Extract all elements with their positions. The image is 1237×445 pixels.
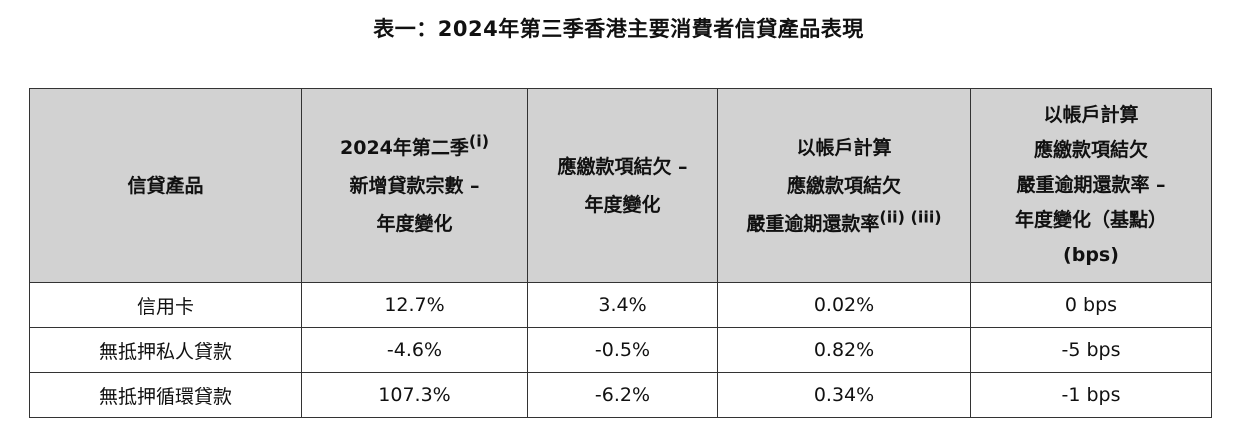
- table-row: 信用卡 12.7% 3.4% 0.02% 0 bps: [29, 282, 1212, 328]
- table-row: 無抵押循環貸款 107.3% -6.2% 0.34% -1 bps: [29, 372, 1212, 418]
- header-product: 信貸產品: [29, 88, 302, 283]
- cell-product: 無抵押私人貸款: [29, 327, 302, 373]
- cell-new-loans: -4.6%: [301, 327, 528, 373]
- footnote-marker: (ii) (iii): [879, 207, 942, 227]
- table-header-row: 信貸產品 2024年第二季(i) 新增貸款宗數 – 年度變化 應繳款項結欠 – …: [29, 88, 1212, 283]
- footnote-marker: (i): [468, 131, 489, 151]
- cell-new-loans: 12.7%: [301, 282, 528, 328]
- cell-delinquency-change: -1 bps: [970, 372, 1212, 418]
- cell-balance-change: -0.5%: [527, 327, 718, 373]
- header-delinquency-change: 以帳戶計算 應繳款項結欠 嚴重逾期還款率 – 年度變化（基點） (bps): [970, 88, 1212, 283]
- cell-product: 無抵押循環貸款: [29, 372, 302, 418]
- cell-delinquency-rate: 0.02%: [717, 282, 971, 328]
- header-delinquency-rate: 以帳戶計算 應繳款項結欠 嚴重逾期還款率(ii) (iii): [717, 88, 971, 283]
- cell-delinquency-change: 0 bps: [970, 282, 1212, 328]
- header-new-loans: 2024年第二季(i) 新增貸款宗數 – 年度變化: [301, 88, 528, 283]
- cell-delinquency-change: -5 bps: [970, 327, 1212, 373]
- cell-balance-change: -6.2%: [527, 372, 718, 418]
- credit-products-table: 信貸產品 2024年第二季(i) 新增貸款宗數 – 年度變化 應繳款項結欠 – …: [29, 88, 1212, 418]
- cell-balance-change: 3.4%: [527, 282, 718, 328]
- page-title: 表一：2024年第三季香港主要消費者信貸產品表現: [373, 17, 864, 41]
- cell-new-loans: 107.3%: [301, 372, 528, 418]
- header-balance-change: 應繳款項結欠 – 年度變化: [527, 88, 718, 283]
- cell-product: 信用卡: [29, 282, 302, 328]
- cell-delinquency-rate: 0.82%: [717, 327, 971, 373]
- cell-delinquency-rate: 0.34%: [717, 372, 971, 418]
- table-row: 無抵押私人貸款 -4.6% -0.5% 0.82% -5 bps: [29, 327, 1212, 373]
